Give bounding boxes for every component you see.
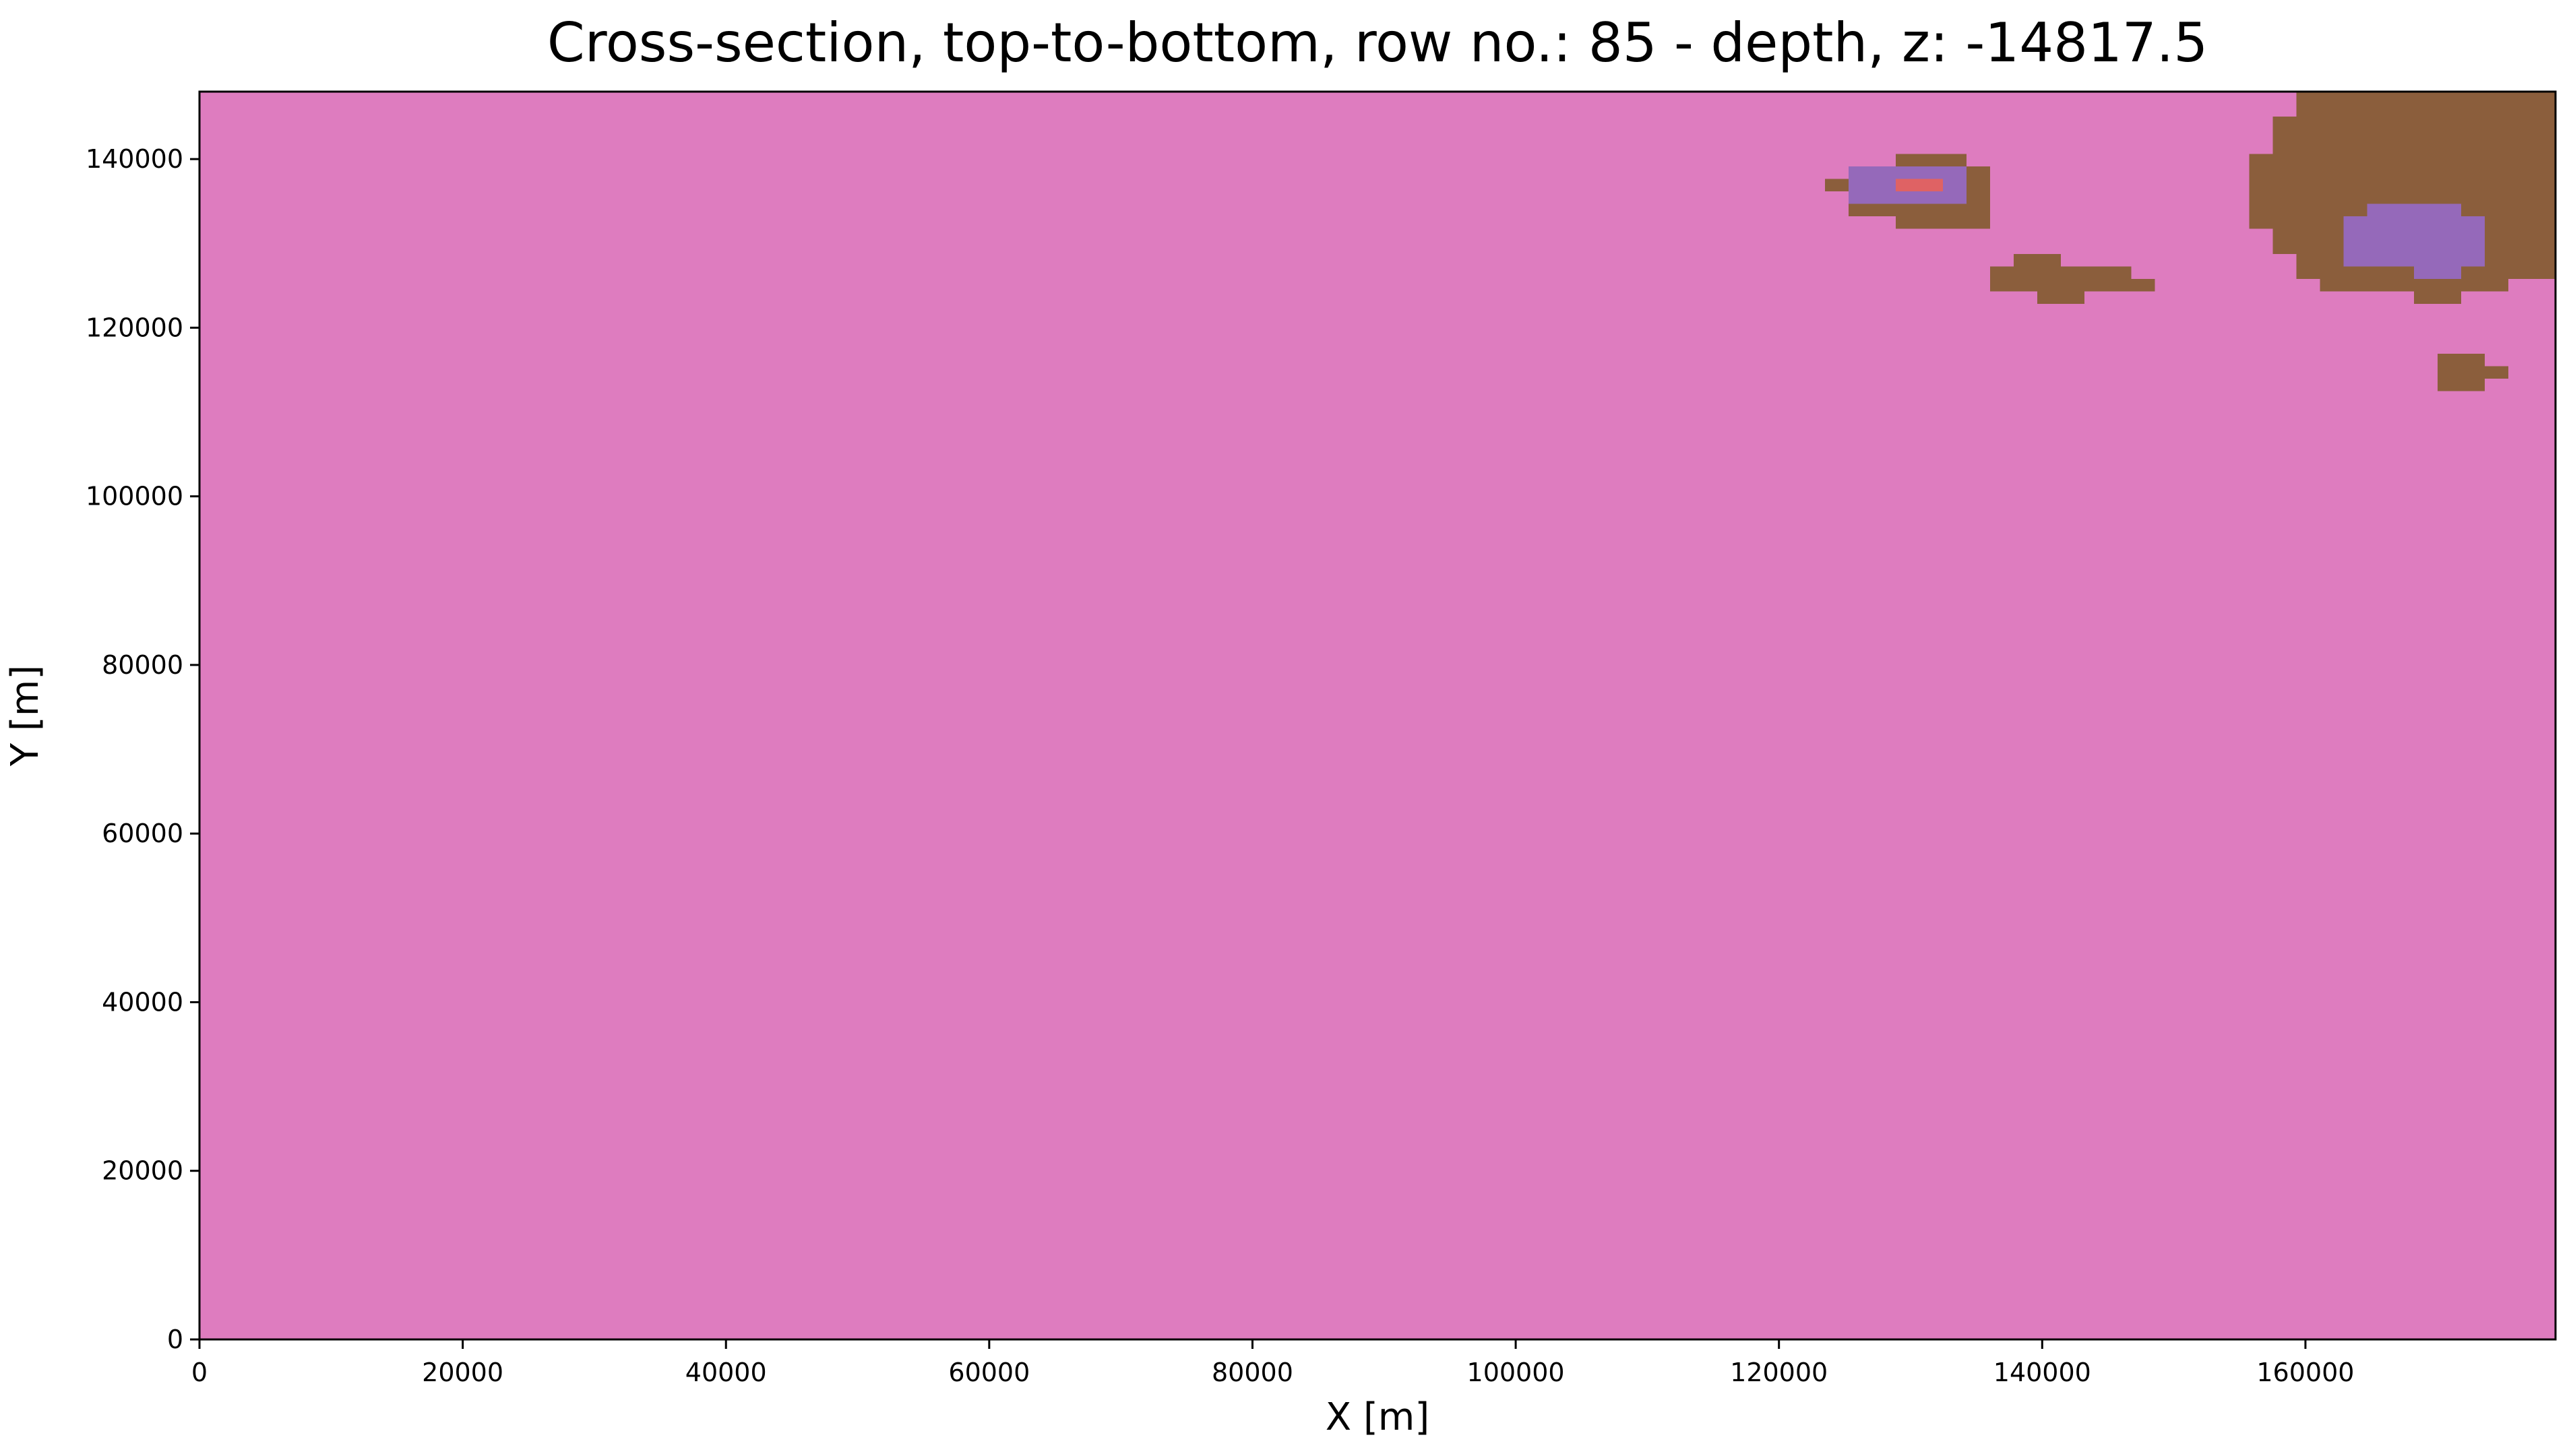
heatmap-region-brown-9 bbox=[2131, 278, 2155, 292]
heatmap-region-brown-15 bbox=[2414, 291, 2462, 304]
heatmap-region-brown-2 bbox=[1825, 179, 1849, 192]
heatmap-region-brown-12 bbox=[2272, 117, 2297, 254]
heatmap-region-purple-17 bbox=[2367, 203, 2462, 217]
y-tick-label: 140000 bbox=[86, 144, 183, 174]
y-axis-label: Y [m] bbox=[3, 665, 47, 767]
y-tick-label: 100000 bbox=[86, 482, 183, 511]
x-tick-label: 140000 bbox=[1993, 1358, 2091, 1387]
heatmap-region-brown-8 bbox=[2013, 253, 2061, 267]
y-tick-label: 40000 bbox=[102, 987, 183, 1017]
x-tick-label: 100000 bbox=[1467, 1358, 1565, 1387]
x-axis-label: X [m] bbox=[1326, 1395, 1429, 1439]
y-tick-label: 20000 bbox=[102, 1156, 183, 1186]
x-tick-label: 80000 bbox=[1212, 1358, 1293, 1387]
y-tick-label: 60000 bbox=[102, 819, 183, 848]
heatmap-region-brown-7 bbox=[1989, 266, 2132, 292]
y-axis-ticks: 0 20000 40000 60000 80000 100000 120000 140000 bbox=[86, 144, 199, 1354]
y-tick-label: 0 bbox=[167, 1325, 183, 1354]
x-tick-label: 20000 bbox=[422, 1358, 503, 1387]
heatmap-region-brown-19 bbox=[2438, 353, 2485, 391]
heatmap-cells bbox=[199, 92, 2556, 1339]
x-tick-label: 0 bbox=[191, 1358, 208, 1387]
chart-title: Cross-section, top-to-bottom, row no.: 8… bbox=[547, 11, 2208, 74]
axes-frame bbox=[198, 90, 2557, 1341]
heatmap-background-region bbox=[199, 92, 2556, 1339]
heatmap-region-brown-14 bbox=[2320, 266, 2509, 292]
heatmap-region-purple-18 bbox=[2414, 253, 2462, 279]
x-tick-label: 120000 bbox=[1730, 1358, 1828, 1387]
y-tick-label: 80000 bbox=[102, 650, 183, 680]
heatmap-region-brown-20 bbox=[2485, 366, 2509, 379]
x-axis-ticks: 0 20000 40000 60000 80000 100000 120000 140000 1… bbox=[191, 1339, 2354, 1387]
heatmap-region-brown-10 bbox=[2037, 291, 2084, 304]
x-tick-label: 40000 bbox=[685, 1358, 767, 1387]
x-tick-label: 60000 bbox=[948, 1358, 1030, 1387]
x-tick-label: 160000 bbox=[2256, 1358, 2354, 1387]
heatmap-region-brown-3 bbox=[1967, 166, 1990, 229]
heatmap-region-brown-13 bbox=[2249, 154, 2273, 229]
y-tick-label: 120000 bbox=[86, 313, 183, 342]
heatmap-region-red-5 bbox=[1896, 179, 1944, 192]
